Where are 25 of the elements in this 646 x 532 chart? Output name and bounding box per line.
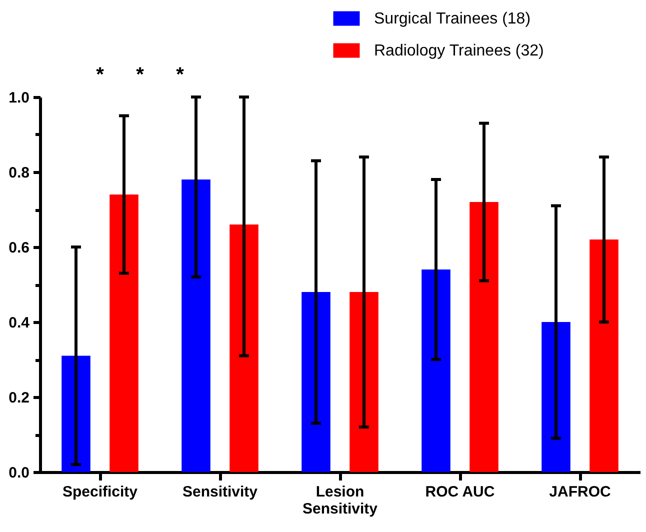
- bar: [470, 202, 498, 472]
- y-tick-label: 0.4: [8, 314, 30, 332]
- text: *: [136, 64, 144, 86]
- legend-label: Surgical Trainees (18): [374, 10, 531, 28]
- x-tick-label: JAFROC: [549, 484, 611, 500]
- bar: [110, 194, 138, 472]
- bar: [542, 322, 570, 472]
- bar: [302, 292, 330, 472]
- x-tick-label: Sensitivity: [182, 484, 258, 500]
- text: *: [176, 64, 184, 86]
- bar: [182, 180, 210, 472]
- legend-label: Radiology Trainees (32): [374, 42, 544, 60]
- x-tick-label: Lesion Sensitivity: [302, 484, 378, 518]
- y-tick-label: 0.6: [8, 240, 30, 256]
- text: *: [96, 64, 104, 86]
- y-tick-label: 0.0: [8, 464, 30, 482]
- y-tick-label: 0.8: [8, 164, 30, 182]
- bar: [590, 240, 618, 472]
- y-tick-label: 0.2: [8, 390, 30, 406]
- bar: [230, 224, 258, 472]
- x-tick-label: ROC AUC: [425, 484, 495, 500]
- y-tick-label: 1.0: [8, 90, 30, 106]
- x-tick-label: Specificity: [62, 484, 138, 500]
- bar: [422, 270, 450, 472]
- bar: [350, 292, 378, 472]
